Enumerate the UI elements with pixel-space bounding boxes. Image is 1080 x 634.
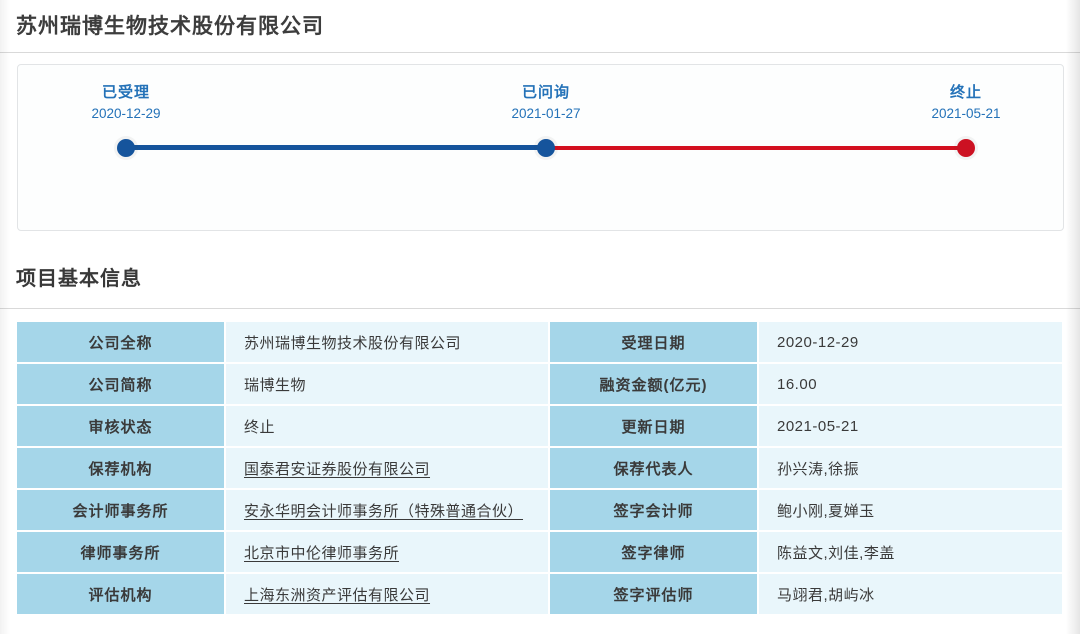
section-title-basic-info: 项目基本信息 [16,268,142,290]
label-update-date: 更新日期 [550,406,757,446]
header-divider [0,52,1080,53]
label-appraisal-institution: 评估机构 [17,574,224,614]
label-law-firm: 律师事务所 [17,532,224,572]
link-accounting-firm[interactable]: 安永华明会计师事务所（特殊普通合伙） [226,490,548,530]
label-signing-appraisers: 签字评估师 [550,574,757,614]
value-update-date: 2021-05-21 [759,406,1062,446]
timeline-dot-accepted [117,139,135,157]
label-company-full-name: 公司全称 [17,322,224,362]
milestone-status-label: 已受理 [101,84,150,101]
value-company-full-name: 苏州瑞博生物技术股份有限公司 [226,322,548,362]
label-financing-amount: 融资金额(亿元) [550,364,757,404]
value-signing-lawyers: 陈益文,刘佳,李盖 [759,532,1062,572]
section-divider [0,308,1080,309]
timeline-dot-terminated [957,139,975,157]
label-acceptance-date: 受理日期 [550,322,757,362]
label-signing-accountants: 签字会计师 [550,490,757,530]
milestone-date: 2021-01-27 [511,106,581,121]
left-edge-shading [0,0,10,634]
link-appraisal-institution[interactable]: 上海东洲资产评估有限公司 [226,574,548,614]
milestone-inquired: 已问询 2021-01-27 [436,65,656,121]
milestone-terminated: 终止 2021-05-21 [856,65,1076,121]
value-financing-amount: 16.00 [759,364,1062,404]
value-signing-appraisers: 马翊君,胡屿冰 [759,574,1062,614]
value-company-short-name: 瑞博生物 [226,364,548,404]
timeline-segment-inquired-to-terminated [546,146,966,150]
label-company-short-name: 公司简称 [17,364,224,404]
milestone-date: 2020-12-29 [91,106,161,121]
page-title: 苏州瑞博生物技术股份有限公司 [16,15,324,38]
label-sponsor-institution: 保荐机构 [17,448,224,488]
value-signing-accountants: 鲍小刚,夏婵玉 [759,490,1062,530]
timeline-segment-accepted-to-inquired [126,145,546,150]
milestone-date: 2021-05-21 [931,106,1001,121]
label-sponsor-representatives: 保荐代表人 [550,448,757,488]
milestone-accepted: 已受理 2020-12-29 [16,65,236,121]
label-signing-lawyers: 签字律师 [550,532,757,572]
link-sponsor-institution[interactable]: 国泰君安证券股份有限公司 [226,448,548,488]
link-law-firm[interactable]: 北京市中伦律师事务所 [226,532,548,572]
milestone-status-label: 已问询 [521,84,570,101]
label-accounting-firm: 会计师事务所 [17,490,224,530]
timeline-dot-inquired [537,139,555,157]
value-sponsor-representatives: 孙兴涛,徐振 [759,448,1062,488]
value-acceptance-date: 2020-12-29 [759,322,1062,362]
project-info-table: 公司全称 苏州瑞博生物技术股份有限公司 受理日期 2020-12-29 公司简称… [17,322,1062,614]
value-review-status: 终止 [226,406,548,446]
label-review-status: 审核状态 [17,406,224,446]
review-timeline-panel: 已受理 2020-12-29 已问询 2021-01-27 终止 2021-05… [17,64,1064,231]
milestone-status-label: 终止 [949,84,982,101]
